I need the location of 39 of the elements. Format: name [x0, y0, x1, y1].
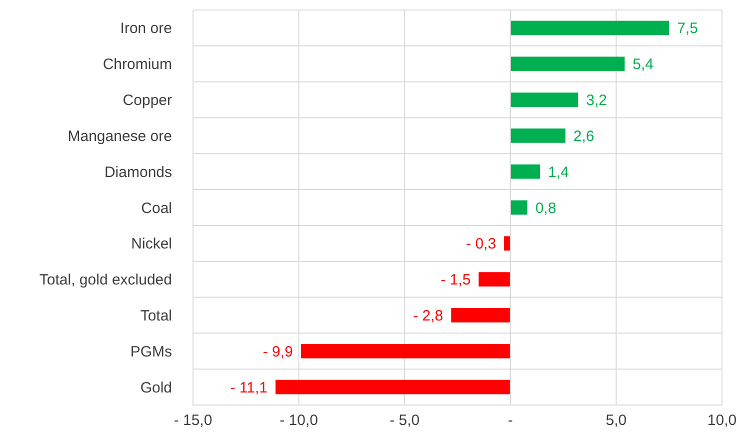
bar [510, 56, 625, 72]
x-tick-label: - 5,0 [390, 412, 420, 429]
data-label: 0,8 [535, 200, 556, 217]
y-tick-label: Manganese ore [68, 128, 172, 145]
y-tick-label: Coal [141, 200, 172, 217]
bar [451, 308, 510, 322]
y-tick-label: Nickel [131, 236, 172, 253]
x-tick-label: - 15,0 [174, 412, 212, 429]
bar [504, 236, 510, 251]
bar [510, 128, 566, 143]
data-label: 7,5 [677, 20, 698, 38]
data-label: - 1,5 [440, 272, 471, 289]
y-tick-label: Copper [122, 92, 172, 110]
data-label: - 2,8 [413, 307, 444, 324]
data-label: 2,6 [573, 128, 594, 145]
bar [510, 20, 670, 36]
bar [510, 164, 540, 179]
data-label: - 11,1 [230, 379, 268, 396]
x-tick-label: 10,0 [707, 412, 737, 429]
data-label: 1,4 [548, 164, 569, 181]
x-tick-label: 5,0 [606, 412, 627, 429]
y-tick-label: Total [140, 307, 172, 324]
bar [478, 272, 510, 286]
y-tick-label: PGMs [130, 343, 172, 360]
y-tick-label: Iron ore [120, 20, 172, 38]
data-label: 3,2 [586, 92, 607, 110]
bar [276, 380, 510, 394]
bar [510, 200, 528, 215]
bar [510, 92, 578, 107]
data-label: - 9,9 [262, 343, 293, 360]
y-tick-label: Gold [140, 379, 172, 396]
y-tick-label: Total, gold excluded [39, 272, 172, 289]
x-tick-label: - [508, 412, 513, 429]
bar [300, 344, 510, 358]
data-label: 5,4 [632, 56, 654, 74]
data-label: - 0,3 [466, 236, 496, 253]
y-tick-label: Chromium [102, 56, 172, 74]
x-tick-label: - 10,0 [280, 412, 318, 429]
y-tick-label: Diamonds [104, 164, 172, 181]
